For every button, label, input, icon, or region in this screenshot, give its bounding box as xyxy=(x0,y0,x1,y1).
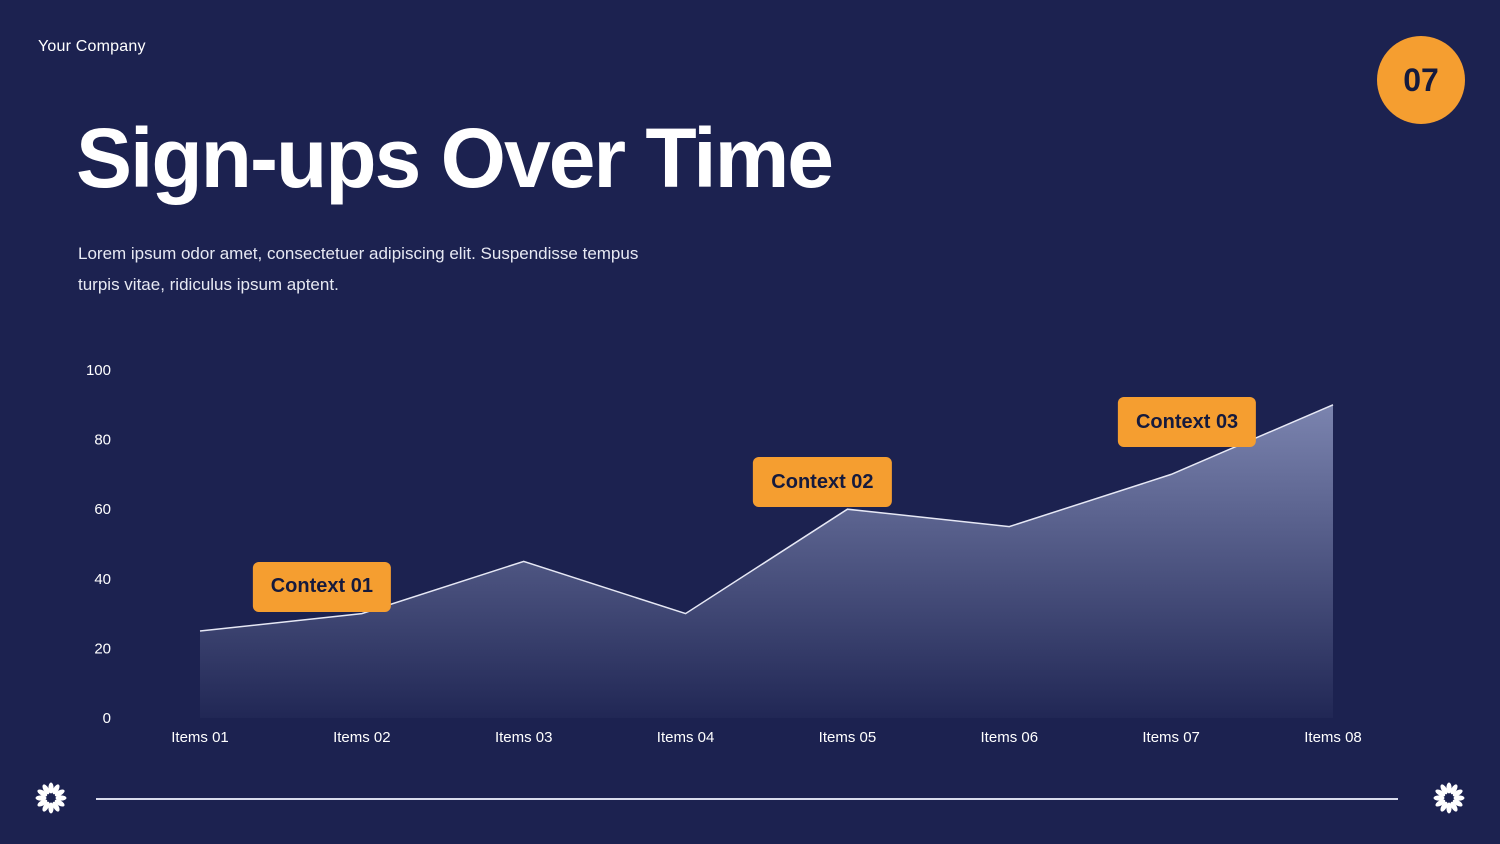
y-tick-label: 0 xyxy=(103,710,111,727)
y-tick-label: 20 xyxy=(94,640,111,657)
data-point xyxy=(845,507,849,511)
page-subtitle: Lorem ipsum odor amet, consectetuer adip… xyxy=(78,244,639,294)
data-point xyxy=(360,612,364,616)
x-tick-label: Items 01 xyxy=(171,729,229,746)
y-tick-label: 60 xyxy=(94,501,111,518)
x-tick-label: Items 07 xyxy=(1142,729,1200,746)
page-title: Sign-ups Over Time xyxy=(76,111,834,205)
company-name: Your Company xyxy=(38,38,146,55)
y-tick-label: 100 xyxy=(86,362,111,379)
data-point xyxy=(1169,472,1173,476)
x-tick-label: Items 04 xyxy=(657,729,715,746)
data-point xyxy=(522,559,526,563)
flower-icon xyxy=(35,782,67,814)
context-callout: Context 01 xyxy=(252,561,391,612)
data-point xyxy=(198,629,202,633)
data-point xyxy=(1007,525,1011,529)
x-tick-label: Items 02 xyxy=(333,729,391,746)
x-tick-label: Items 05 xyxy=(819,729,877,746)
data-point xyxy=(684,612,688,616)
x-tick-label: Items 08 xyxy=(1304,729,1362,746)
footer-divider xyxy=(96,798,1398,800)
page-number-badge: 07 xyxy=(1377,36,1465,124)
x-tick-label: Items 03 xyxy=(495,729,553,746)
data-point xyxy=(1331,403,1335,407)
y-tick-label: 80 xyxy=(94,432,111,449)
context-callout: Context 03 xyxy=(1117,397,1257,447)
flower-icon xyxy=(1433,782,1465,814)
x-axis: Items 01 Items 02 Items 03 Items 04 Items 05… xyxy=(171,729,1362,746)
y-tick-label: 40 xyxy=(94,571,111,588)
x-tick-label: Items 06 xyxy=(981,729,1039,746)
context-callout: Context 02 xyxy=(753,457,892,508)
y-axis: 0 20 40 60 80 100 xyxy=(86,362,111,727)
